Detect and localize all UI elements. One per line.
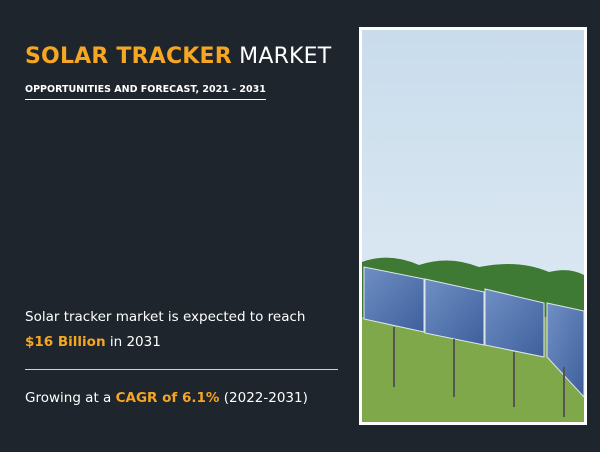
fact: Growing at a CAGR of 6.1% (2022-2031) (25, 386, 345, 411)
title-rest: MARKET (239, 44, 332, 69)
title: SOLAR TRACKER MARKET (25, 44, 331, 69)
fact: Solar tracker market is expected to reac… (25, 305, 325, 355)
fact-highlight: $16 Billion (25, 334, 106, 350)
title-highlight: SOLAR TRACKER (25, 44, 232, 69)
fact-text: Solar tracker market is expected to reac… (25, 309, 306, 325)
fact-highlight: CAGR of 6.1% (115, 390, 220, 406)
subtitle: OPPORTUNITIES AND FORECAST, 2021 - 2031 (25, 84, 266, 100)
photo (359, 27, 587, 425)
fact-text: Growing at a (25, 390, 112, 406)
fact-text: (2022-2031) (223, 390, 308, 406)
divider (25, 369, 338, 370)
fact-text: in 2031 (109, 334, 161, 350)
